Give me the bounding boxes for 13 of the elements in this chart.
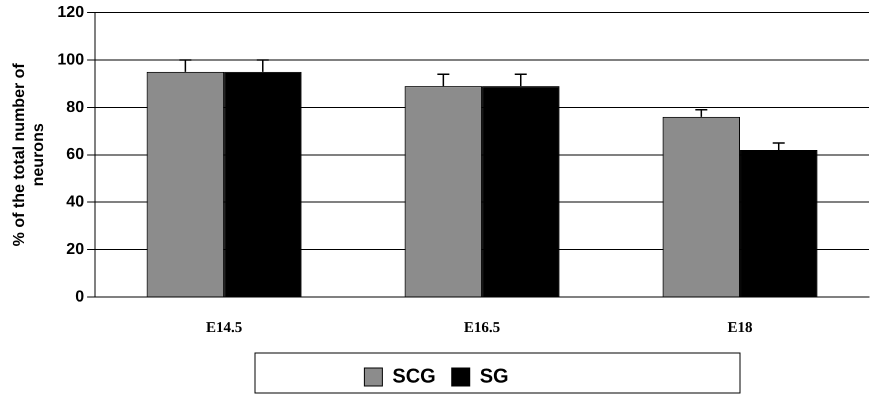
legend-label: SCG	[392, 366, 436, 388]
y-tick-label: 100	[57, 51, 84, 68]
x-tick-label: E16.5	[464, 320, 500, 336]
y-tick-label: 80	[66, 98, 84, 116]
x-tick-label: E14.5	[206, 320, 242, 336]
y-tick-label: 60	[66, 146, 84, 164]
y-axis-title: % of the total number of neurons	[11, 62, 48, 246]
x-tick-label: E18	[728, 320, 753, 336]
legend-label: SG	[480, 366, 509, 388]
y-tick-label: 40	[66, 194, 84, 211]
y-tick-label: 0	[75, 288, 84, 306]
y-tick-label: 120	[57, 4, 84, 22]
y-tick-label: 20	[66, 241, 84, 258]
